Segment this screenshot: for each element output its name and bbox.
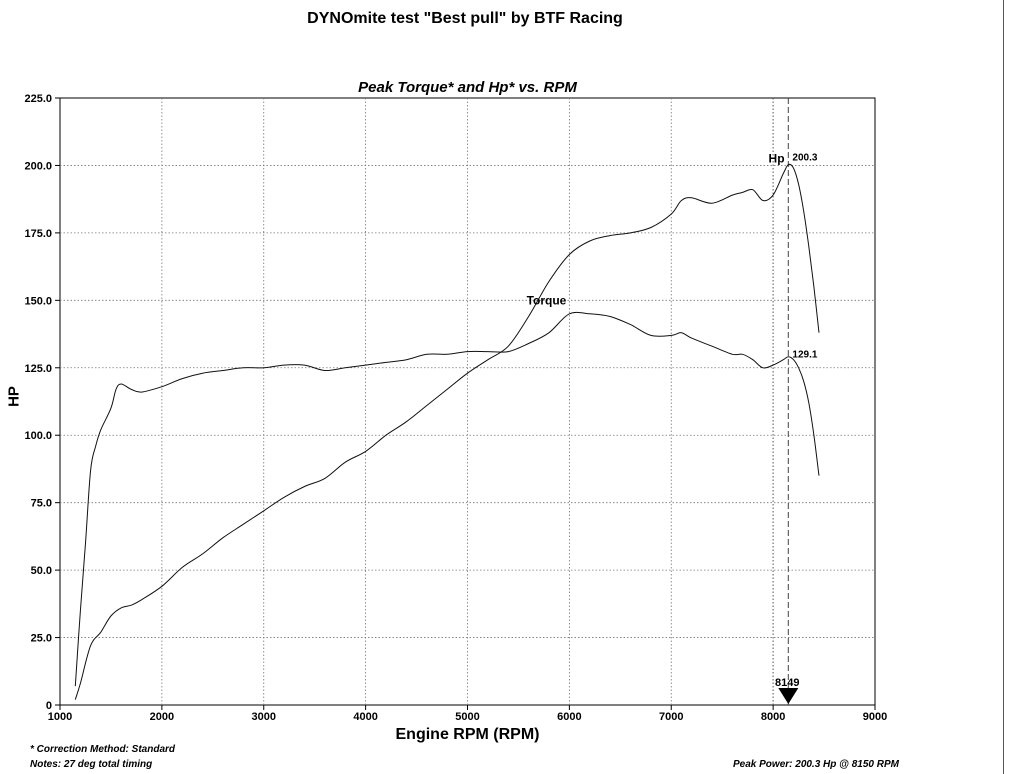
correction-method-note: * Correction Method: Standard (30, 744, 176, 755)
hp-series-label: Hp (769, 152, 785, 166)
x-tick-label: 2000 (150, 711, 174, 723)
y-tick-label: 125.0 (24, 363, 52, 375)
x-tick-label: 1000 (48, 711, 72, 723)
x-tick-label: 8000 (761, 711, 785, 723)
y-tick-label: 225.0 (24, 93, 52, 105)
x-axis-label: Engine RPM (RPM) (395, 726, 540, 743)
timing-note: Notes: 27 deg total timing (30, 759, 153, 770)
hp-peak-value-label: 200.3 (792, 153, 817, 164)
page-title: DYNOmite test "Best pull" by BTF Racing (307, 10, 623, 27)
y-tick-label: 175.0 (24, 228, 52, 240)
rpm-marker-label: 8149 (775, 677, 799, 689)
series-line-torque (74, 311, 820, 687)
chart-title: Peak Torque* and Hp* vs. RPM (358, 79, 577, 96)
x-tick-label: 4000 (353, 711, 377, 723)
x-tick-label: 5000 (455, 711, 479, 723)
y-tick-label: 50.0 (31, 565, 52, 577)
scan-edge-line (1003, 0, 1004, 774)
series-line-hp (74, 163, 820, 700)
peak-power-note: Peak Power: 200.3 Hp @ 8150 RPM (733, 759, 899, 770)
y-tick-label: 75.0 (31, 498, 52, 510)
x-tick-label: 9000 (863, 711, 887, 723)
y-tick-label: 100.0 (24, 430, 52, 442)
y-tick-label: 150.0 (24, 295, 52, 307)
y-tick-label: 200.0 (24, 160, 52, 172)
torque-peak-value-label: 129.1 (792, 350, 817, 361)
x-tick-label: 3000 (252, 711, 276, 723)
x-tick-label: 7000 (659, 711, 683, 723)
x-tick-label: 6000 (557, 711, 581, 723)
rpm-marker-triangle (778, 688, 799, 704)
torque-series-label: Torque (527, 293, 567, 307)
y-tick-label: 0 (46, 700, 52, 712)
y-tick-label: 25.0 (31, 633, 52, 645)
